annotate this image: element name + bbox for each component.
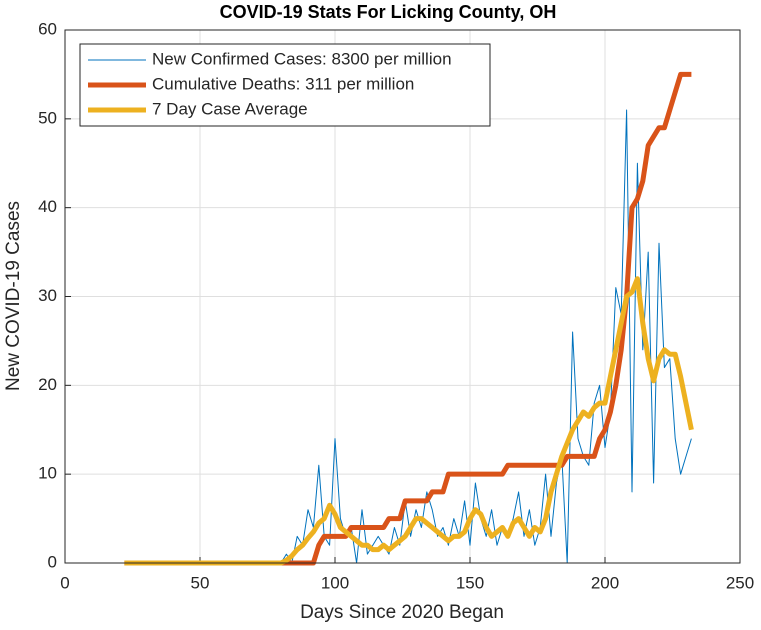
axes-box — [64, 29, 741, 564]
legend-box — [79, 43, 491, 127]
legend-label: Cumulative Deaths: 311 per million — [152, 74, 414, 93]
y-tick-label: 0 — [48, 552, 57, 571]
y-axis-label: New COVID-19 Cases — [3, 201, 24, 391]
x-tick-label: 50 — [191, 573, 210, 592]
y-tick-label: 20 — [38, 375, 57, 394]
x-axis-label: Days Since 2020 Began — [300, 602, 504, 623]
y-tick-label: 50 — [38, 108, 57, 127]
y-tick-label: 40 — [38, 197, 57, 216]
x-tick-label: 100 — [321, 573, 349, 592]
y-tick-label: 10 — [38, 464, 57, 483]
legend-label: New Confirmed Cases: 8300 per million — [152, 49, 452, 68]
legend-label: 7 Day Case Average — [152, 99, 308, 118]
x-tick-label: 250 — [726, 573, 754, 592]
chart-title: COVID-19 Stats For Licking County, OH — [220, 2, 557, 22]
x-tick-label: 200 — [591, 573, 619, 592]
y-tick-label: 30 — [38, 286, 57, 305]
y-tick-label: 60 — [38, 19, 57, 38]
x-tick-label: 150 — [456, 573, 484, 592]
x-tick-label: 0 — [60, 573, 69, 592]
